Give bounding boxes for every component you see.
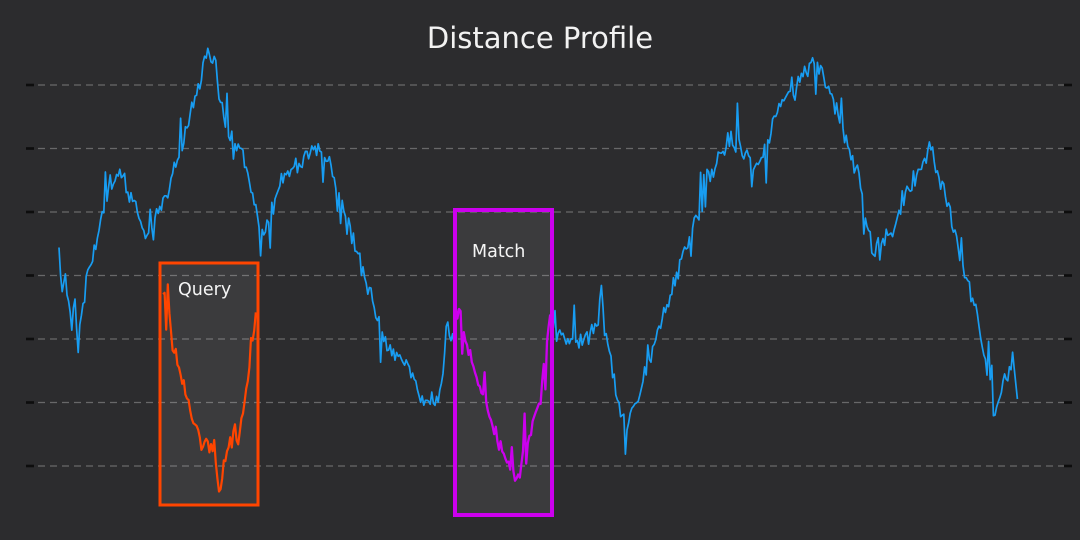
query-box — [158, 261, 260, 507]
axis-ticks — [26, 83, 1072, 468]
query-label: Query — [178, 280, 231, 300]
query-box-fill — [160, 263, 258, 505]
chart-title: Distance Profile — [427, 21, 653, 55]
query-overlay-line — [162, 283, 257, 493]
match-segment-line — [454, 307, 552, 482]
match-box — [453, 208, 554, 517]
time-series-line-left — [58, 47, 457, 407]
match-label: Match — [472, 242, 525, 262]
time-series-line-right — [549, 56, 1019, 455]
